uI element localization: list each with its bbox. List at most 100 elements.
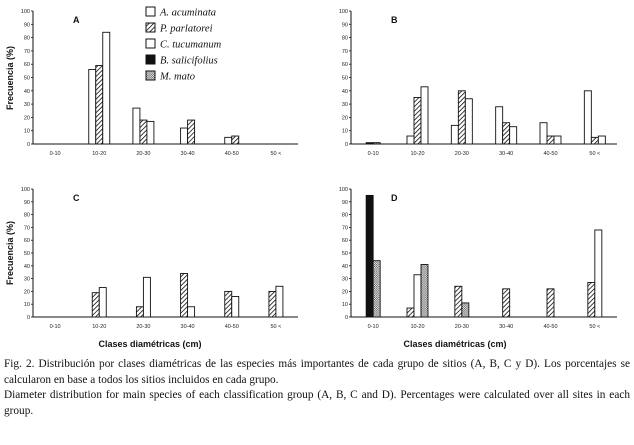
panel-b-xtick-label: 0-10: [368, 151, 379, 157]
bar-c-p-parlatorei-20-30: [135, 306, 144, 318]
bar-a-a-acuminata-30-40: [180, 127, 189, 145]
legend-swatch-a-acuminata: [145, 6, 156, 17]
legend-label-c-tucumanum: C. tucumanum: [160, 40, 222, 51]
caption-spanish: Fig. 2. Distribución por clases diamétri…: [4, 358, 630, 386]
panel-a-ytick-label: 60: [24, 62, 30, 68]
bar-a-p-parlatorei-10-20: [95, 65, 104, 145]
bar-a-a-acuminata-10-20: [88, 69, 97, 145]
bar-d-p-parlatorei-30-40: [502, 288, 511, 318]
legend-label-a-acuminata: A. acuminata: [159, 8, 216, 19]
panel-c: 0 10 20 30 40 50 60 70 80 90 100 C 0-10 10-20 20-30 30-…: [21, 187, 298, 330]
panel-c-ytick-label: 100: [21, 187, 30, 193]
bar-d-c-tucumanum-10-20: [413, 274, 422, 318]
panel-b-xtick-label: 50 <: [589, 151, 600, 157]
panel-c-ytick-label: 50: [24, 251, 30, 257]
bar-c-p-parlatorei-10-20: [91, 292, 100, 318]
bar-b-p-parlatorei-40-50: [546, 135, 555, 145]
legend-label-p-parlatorei: P. parlatorei: [159, 24, 213, 35]
panel-a-ytick-label: 30: [24, 102, 30, 108]
bar-b-a-acuminata-30-40: [495, 106, 504, 145]
bar-b-c-tucumanum-50: [597, 135, 606, 145]
bar-b-p-parlatorei-20-30: [457, 90, 466, 145]
panel-a: 0 10 20 30 40 50 60 70 80 90 100 A 0-10 10-20 20-30 30-…: [21, 9, 298, 157]
legend-label-m-mato: M. mato: [159, 72, 195, 83]
bar-a-a-acuminata-20-30: [132, 107, 141, 145]
legend-item-a-acuminata: A. acuminata: [145, 6, 216, 19]
panel-a-xtick-label: 30-40: [181, 151, 195, 157]
legend-swatch-p-parlatorei: [145, 22, 156, 33]
bar-b-a-acuminata-40-50: [539, 122, 548, 145]
panel-d-ytick-label: 30: [342, 277, 348, 283]
legend-item-c-tucumanum: C. tucumanum: [145, 38, 222, 51]
panel-c-xtick-label: 20-30: [136, 324, 150, 330]
panel-a-letter: A: [73, 15, 80, 25]
bar-a-p-parlatorei-40-50: [231, 135, 240, 145]
bar-c-c-tucumanum-10-20: [98, 287, 107, 318]
panel-b-ytick-label: 60: [342, 62, 348, 68]
bar-d-c-tucumanum-50: [594, 229, 603, 318]
y-axis-title-top: Frecuencia (%): [5, 46, 15, 110]
bar-c-c-tucumanum-20-30: [142, 276, 151, 318]
bar-a-c-tucumanum-10-20: [102, 31, 111, 145]
bar-b-a-acuminata-50: [583, 90, 592, 145]
legend-swatch-b-salicifolius: [145, 54, 156, 65]
panel-b-xtick-label: 40-50: [543, 151, 557, 157]
panel-c-ytick-label: 70: [24, 225, 30, 231]
panel-c-ytick-label: 10: [24, 302, 30, 308]
x-axis-title-right: Clases diamétricas (cm): [403, 339, 506, 349]
panel-c-letter: C: [73, 193, 80, 203]
panel-b-xtick-label: 30-40: [499, 151, 513, 157]
y-axis-title-bottom: Frecuencia (%): [5, 221, 15, 285]
panel-b-ytick-label: 30: [342, 102, 348, 108]
panel-a-ytick-label: 100: [21, 9, 30, 15]
legend-item-b-salicifolius: B. salicifolius: [145, 54, 218, 67]
panel-d-ytick-label: 50: [342, 251, 348, 257]
panel-a-ytick-label: 50: [24, 76, 30, 82]
panel-c-ytick-label: 80: [24, 213, 30, 219]
panel-d-ytick-label: 100: [339, 187, 348, 193]
bar-b-a-acuminata-20-30: [450, 124, 459, 145]
panel-c-xtick-label: 50 <: [270, 324, 281, 330]
bar-b-c-tucumanum-40-50: [553, 135, 562, 145]
bar-d-m-mato-20-30: [461, 302, 470, 318]
bar-c-p-parlatorei-30-40: [180, 273, 189, 318]
bar-d-m-mato-10-20: [420, 264, 429, 318]
legend-item-m-mato: M. mato: [145, 70, 195, 83]
panel-b: 0 10 20 30 40 50 60 70 80 90 100 B 0-10 10-20 20-30 30-…: [339, 9, 617, 157]
panel-d-ytick-label: 20: [342, 289, 348, 295]
bar-c-c-tucumanum-30-40: [187, 306, 196, 318]
legend: A. acuminata P. parlatorei C. tucumanum …: [145, 6, 222, 83]
legend-item-p-parlatorei: P. parlatorei: [145, 22, 213, 35]
legend-swatch-c-tucumanum: [145, 38, 156, 49]
bar-b-b-salicifolius-0-10: [365, 142, 374, 145]
panel-b-ytick-label: 40: [342, 89, 348, 95]
panel-a-ytick-label: 70: [24, 49, 30, 55]
figure-caption: Fig. 2. Distribución por clases diamétri…: [4, 357, 630, 419]
bar-b-m-mato-0-10: [372, 142, 381, 145]
panel-d-xtick-label: 50 <: [589, 324, 600, 330]
bar-a-p-parlatorei-30-40: [187, 119, 196, 145]
bar-d-p-parlatorei-50: [587, 281, 596, 318]
panel-a-ytick-label: 0: [27, 142, 30, 148]
bar-c-p-parlatorei-40-50: [224, 290, 233, 318]
bar-d-p-parlatorei-10-20: [406, 307, 415, 318]
panel-b-ytick-label: 20: [342, 115, 348, 121]
bar-a-c-tucumanum-20-30: [146, 120, 155, 145]
panel-c-xtick-label: 30-40: [181, 324, 195, 330]
panel-d-ytick-label: 10: [342, 302, 348, 308]
panel-b-letter: B: [391, 15, 398, 25]
panel-a-xtick-label: 50 <: [270, 151, 281, 157]
panel-c-ytick-label: 60: [24, 238, 30, 244]
panel-c-ytick-label: 40: [24, 264, 30, 270]
panel-a-ytick-label: 10: [24, 129, 30, 135]
bar-b-c-tucumanum-30-40: [509, 126, 518, 145]
panel-d-xtick-label: 40-50: [543, 324, 557, 330]
panel-c-xtick-label: 10-20: [92, 324, 106, 330]
panel-d-xtick-label: 10-20: [410, 324, 424, 330]
legend-label-b-salicifolius: B. salicifolius: [160, 56, 218, 67]
panel-d-ytick-label: 80: [342, 213, 348, 219]
bar-b-p-parlatorei-50: [590, 136, 599, 145]
panel-b-xtick-label: 20-30: [455, 151, 469, 157]
panel-d-ytick-label: 70: [342, 225, 348, 231]
